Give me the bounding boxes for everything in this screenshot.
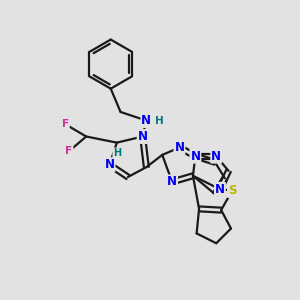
Text: N: N (138, 130, 148, 143)
Text: N: N (211, 150, 221, 163)
Text: F: F (65, 146, 73, 156)
Text: N: N (167, 176, 177, 188)
Text: N: N (190, 150, 200, 163)
Text: S: S (228, 184, 236, 197)
Text: N: N (104, 158, 115, 171)
Text: N: N (141, 114, 151, 127)
Text: H: H (113, 148, 121, 158)
Text: H: H (155, 116, 164, 126)
Text: N: N (174, 141, 184, 154)
Text: N: N (215, 183, 225, 196)
Text: F: F (62, 119, 69, 129)
